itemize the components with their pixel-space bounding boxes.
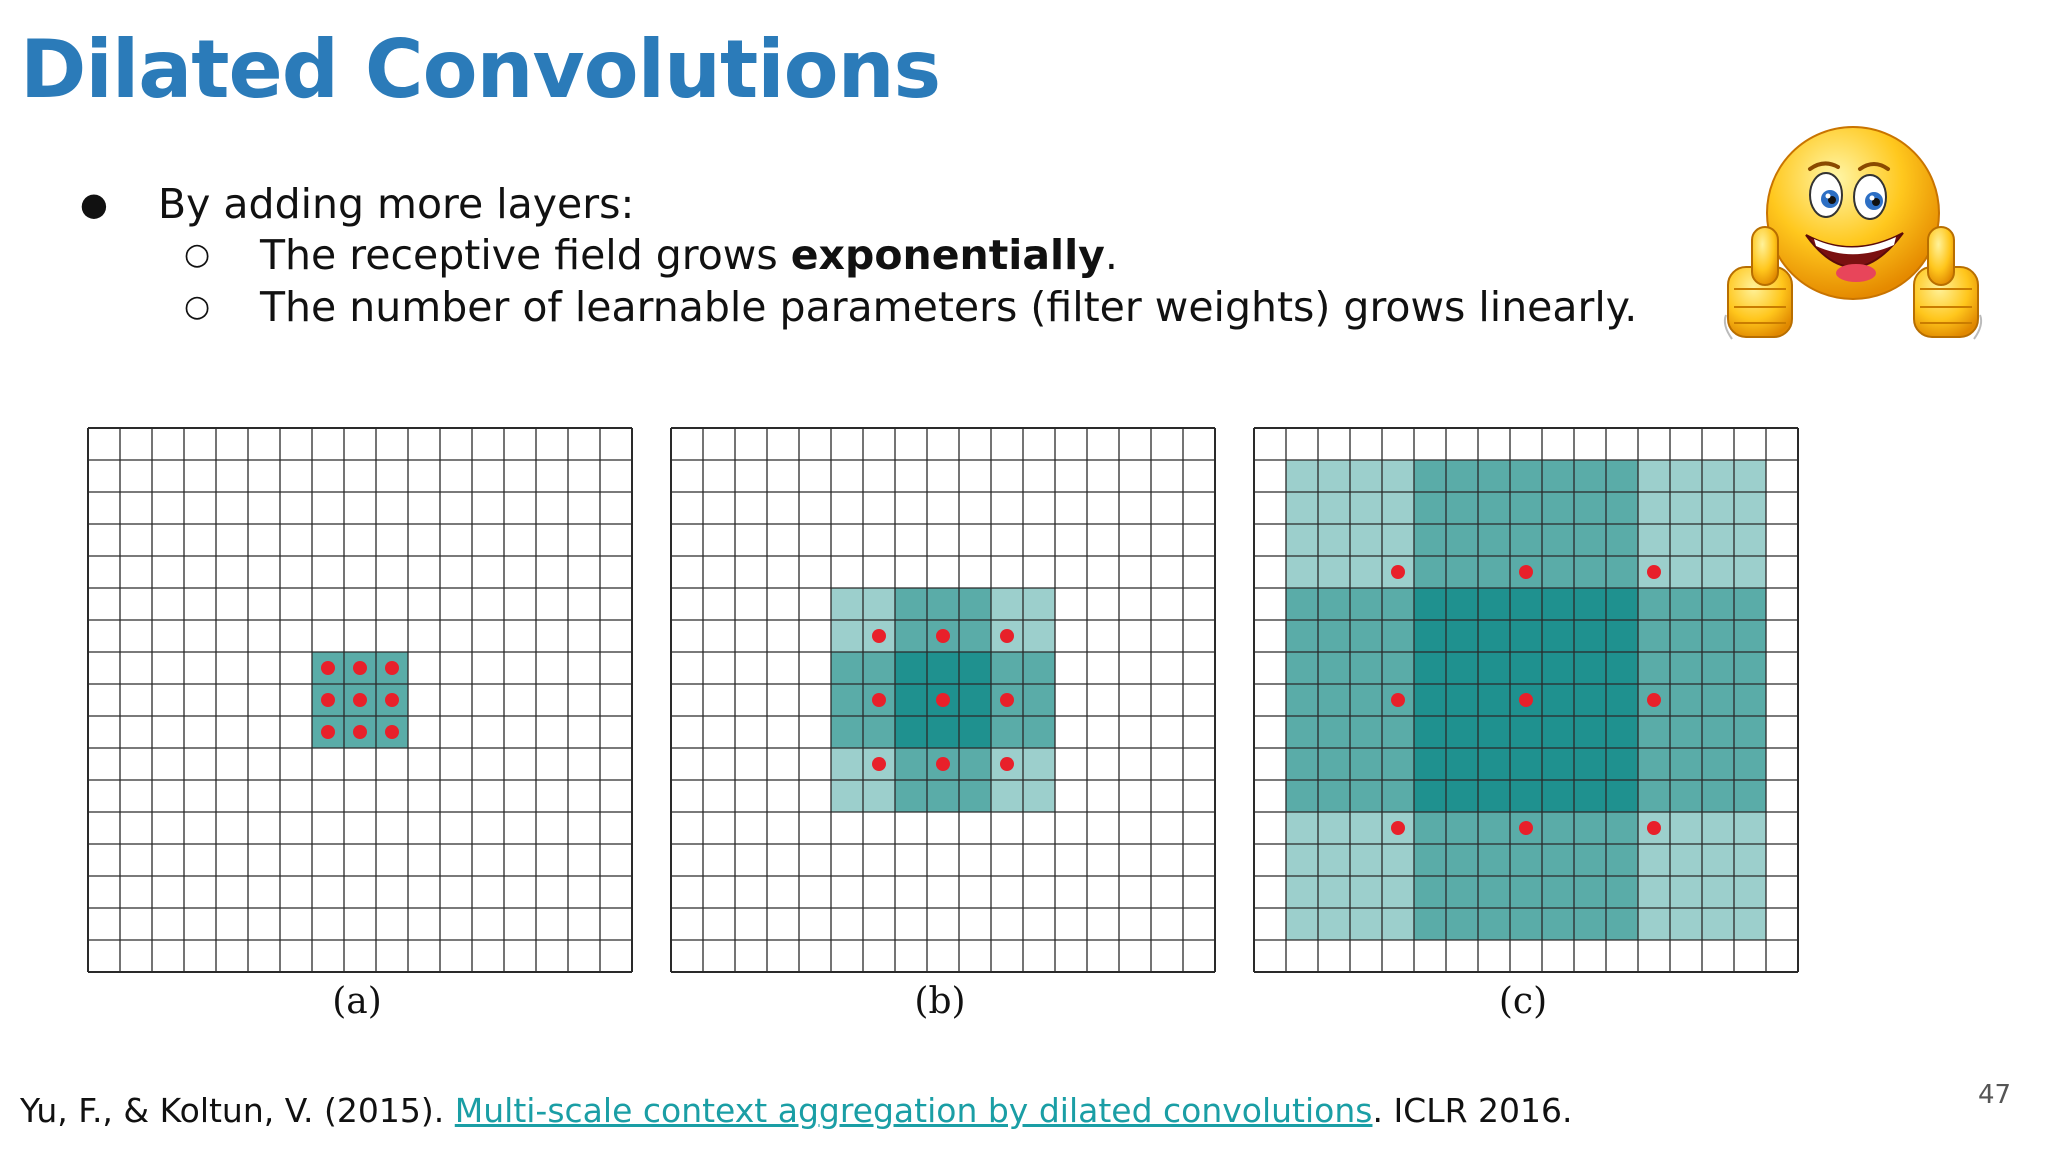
bullet-main-text: By adding more layers: — [158, 180, 635, 228]
kernel-dot-b-7 — [936, 757, 950, 771]
kernel-dot-a-0 — [321, 661, 335, 675]
caption-b: (b) — [914, 981, 966, 1022]
bullet-marker: ● — [80, 185, 108, 223]
kernel-dot-c-0 — [1391, 565, 1405, 579]
kernel-dot-a-1 — [353, 661, 367, 675]
kernel-dot-c-3 — [1391, 693, 1405, 707]
kernel-dot-a-4 — [353, 693, 367, 707]
citation-suffix: . ICLR 2016. — [1372, 1091, 1573, 1130]
kernel-dot-b-8 — [1000, 757, 1014, 771]
dilated-convolution-grids — [87, 427, 1799, 973]
page-number: 47 — [1978, 1080, 2012, 1110]
kernel-dot-a-6 — [321, 725, 335, 739]
caption-c: (c) — [1498, 981, 1548, 1022]
kernel-dot-b-3 — [872, 693, 886, 707]
bullet-sub-text: The number of learnable parameters (filt… — [260, 283, 1638, 331]
grid-panel-b — [670, 427, 1216, 973]
bullet-sub-text: The receptive field grows exponentially. — [260, 229, 1118, 281]
kernel-dot-b-4 — [936, 693, 950, 707]
citation: Yu, F., & Koltun, V. (2015). Multi-scale… — [20, 1089, 1573, 1133]
citation-link[interactable]: Multi-scale context aggregation by dilat… — [454, 1091, 1373, 1130]
kernel-dot-c-5 — [1647, 693, 1661, 707]
kernel-dot-c-7 — [1519, 821, 1533, 835]
right-thumb — [1913, 226, 1979, 338]
kernel-dot-c-6 — [1391, 821, 1405, 835]
kernel-dot-a-2 — [385, 661, 399, 675]
bullet-sub-text-before: The receptive field grows — [260, 231, 791, 279]
bullet-sub-text-after: . — [1104, 231, 1118, 279]
kernel-dot-b-5 — [1000, 693, 1014, 707]
kernel-dot-c-1 — [1519, 565, 1533, 579]
kernel-dot-a-5 — [385, 693, 399, 707]
thumbs-up-smiley-icon — [1723, 126, 1983, 340]
kernel-dot-c-4 — [1519, 693, 1533, 707]
citation-prefix: Yu, F., & Koltun, V. (2015). — [20, 1091, 455, 1130]
sub-bullet-marker: ○ — [184, 289, 211, 324]
caption-a: (a) — [332, 981, 382, 1022]
grid-panel-c — [1253, 427, 1799, 973]
left-thumb — [1727, 226, 1793, 338]
kernel-dot-b-2 — [1000, 629, 1014, 643]
kernel-dot-a-3 — [321, 693, 335, 707]
emphasis-exponentially: exponentially — [790, 231, 1105, 279]
kernel-dot-b-0 — [872, 629, 886, 643]
kernel-dot-a-8 — [385, 725, 399, 739]
sub-bullet-marker: ○ — [184, 237, 211, 272]
kernel-dot-c-2 — [1647, 565, 1661, 579]
grid-panel-a — [87, 427, 633, 973]
kernel-dot-a-7 — [353, 725, 367, 739]
kernel-dot-c-8 — [1647, 821, 1661, 835]
kernel-dot-b-1 — [936, 629, 950, 643]
slide-title: Dilated Convolutions — [20, 23, 941, 116]
kernel-dot-b-6 — [872, 757, 886, 771]
